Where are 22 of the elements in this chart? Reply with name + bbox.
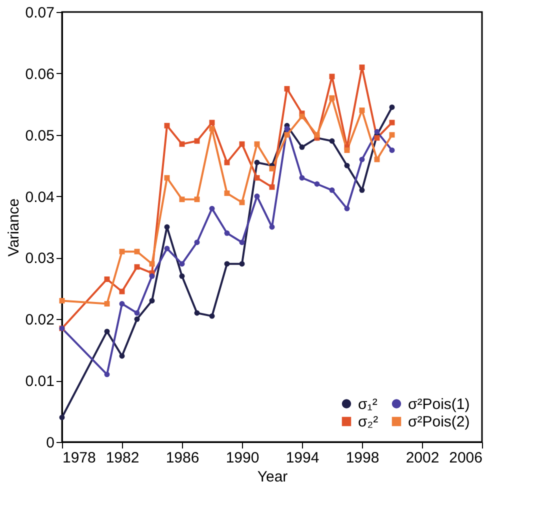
x-tick-label: 1978 [62, 450, 96, 466]
x-tick-label: 1998 [346, 450, 380, 466]
y-tick-label: 0.04 [25, 188, 54, 206]
x-tick-label: 2006 [449, 450, 482, 466]
y-tick-label: 0.02 [25, 312, 54, 329]
legend-label: σ₂² [358, 414, 378, 430]
x-axis-title: Year [257, 468, 288, 486]
legend-label: σ²Pois(1) [408, 396, 470, 413]
y-tick-label: 0.06 [25, 66, 54, 83]
y-axis-title: Variance [5, 198, 22, 257]
y-tick-label: 0.01 [25, 373, 54, 390]
x-tick-label: 1990 [226, 450, 260, 466]
y-tick-label: 0.03 [25, 250, 54, 268]
x-tick-label: 1986 [166, 450, 200, 466]
x-tick-label: 1982 [106, 450, 140, 466]
x-tick-label: 1994 [286, 450, 320, 466]
y-tick-label: 0 [46, 434, 54, 452]
y-tick-label: 0.07 [25, 4, 54, 22]
x-tick-label: 2002 [406, 450, 440, 466]
y-tick-label: 0.05 [25, 127, 54, 144]
legend-label: σ₁² [358, 396, 378, 413]
legend-label: σ²Pois(2) [408, 414, 470, 430]
